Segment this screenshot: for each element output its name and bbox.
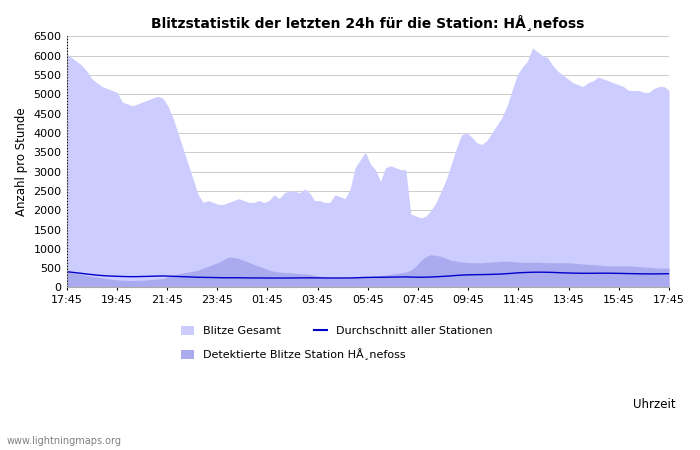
Text: Uhrzeit: Uhrzeit	[633, 398, 676, 411]
Text: www.lightningmaps.org: www.lightningmaps.org	[7, 436, 122, 446]
Y-axis label: Anzahl pro Stunde: Anzahl pro Stunde	[15, 108, 28, 216]
Legend: Detektierte Blitze Station HÅ¸nefoss: Detektierte Blitze Station HÅ¸nefoss	[181, 348, 405, 360]
Title: Blitzstatistik der letzten 24h für die Station: HÅ¸nefoss: Blitzstatistik der letzten 24h für die S…	[151, 15, 584, 31]
